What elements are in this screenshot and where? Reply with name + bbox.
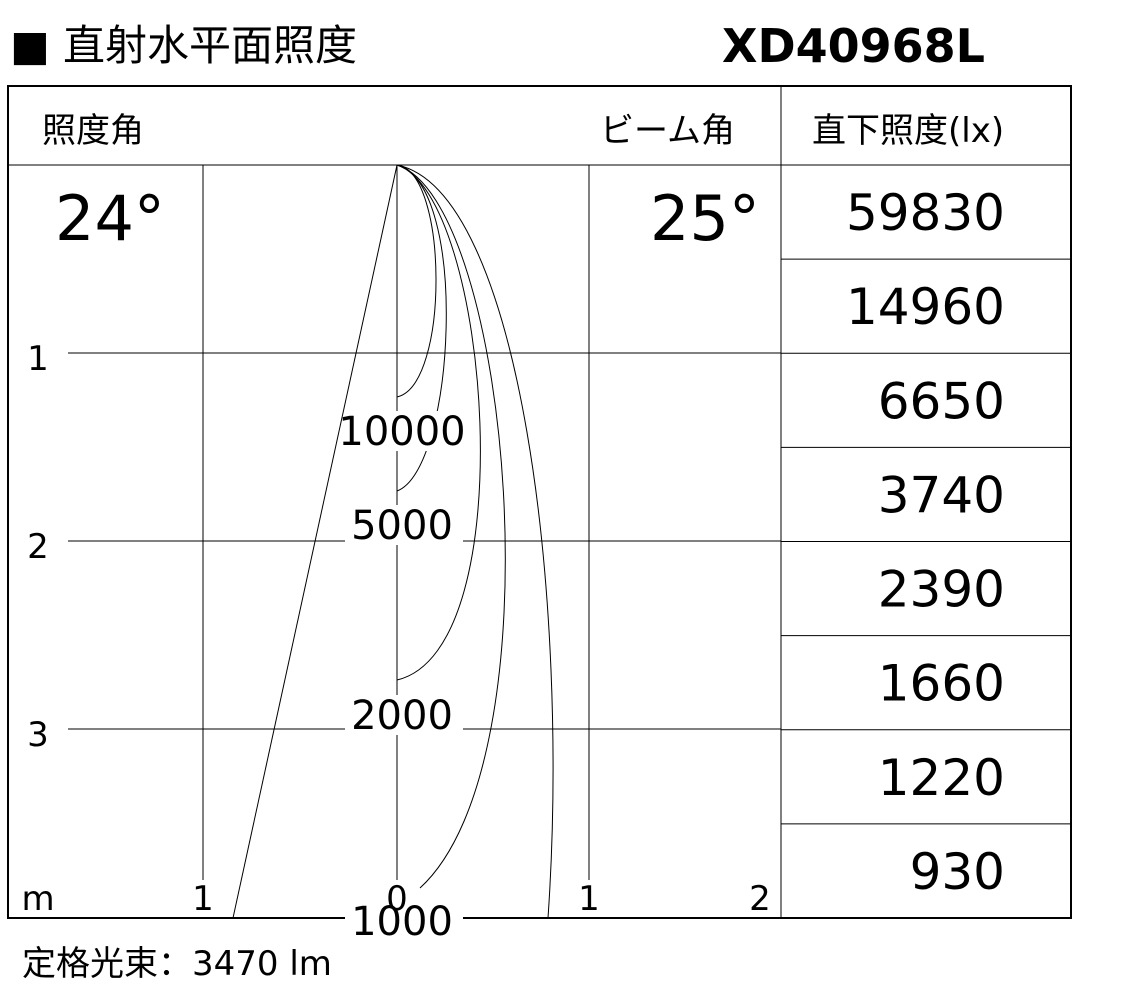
table-value: 3740 [878, 466, 1005, 524]
label-bg [345, 695, 463, 735]
footer: 定格光束：3470 lm [22, 944, 332, 984]
angle: 25° [650, 182, 760, 255]
width-tick: 1 [578, 879, 600, 919]
contour-curve [396, 164, 481, 681]
table-value: 2390 [878, 561, 1005, 619]
table-rows: 59830 14960 6650 3740 2390 1660 1220 930 [781, 184, 1071, 901]
curves [232, 164, 554, 919]
table-value: 1220 [878, 749, 1005, 807]
label: ビーム角 [600, 111, 735, 151]
contour-labels: 10000 5000 2000 1000 [338, 409, 465, 945]
contour-curve [396, 164, 506, 889]
table-value: 1660 [878, 655, 1005, 713]
contour-label: 10000 [338, 409, 465, 455]
width-tick: 2 [749, 879, 771, 919]
table-value: 59830 [846, 184, 1005, 242]
beam-line [232, 164, 398, 919]
table-value: 14960 [846, 278, 1005, 336]
depth-tick: 1 [27, 339, 49, 379]
title: ■ 直射水平面照度 [10, 21, 357, 70]
model: XD40968L [722, 19, 985, 73]
width-tick: m [21, 879, 54, 919]
label: 照度角 [42, 111, 144, 151]
ticks: 1 2 3 m 1 0 1 2 [21, 339, 770, 919]
table-value: 6650 [878, 372, 1005, 430]
angle: 24° [55, 182, 165, 255]
table-value: 930 [910, 843, 1005, 901]
depth-tick: 2 [27, 527, 49, 567]
label-bg [345, 505, 463, 545]
contour-curve [396, 164, 554, 919]
contour-curve [396, 164, 447, 492]
label: 直下照度(lx) [812, 111, 1004, 151]
label-bg [345, 411, 463, 451]
label-bg [345, 901, 463, 941]
width-tick: 1 [192, 879, 214, 919]
width-tick: 0 [386, 879, 408, 919]
frame [7, 85, 1072, 919]
contour-label: 5000 [351, 503, 453, 549]
contour-label: 1000 [351, 899, 453, 945]
depth-tick: 3 [27, 715, 49, 755]
contour-label: 2000 [351, 693, 453, 739]
contour-curve [396, 164, 437, 398]
